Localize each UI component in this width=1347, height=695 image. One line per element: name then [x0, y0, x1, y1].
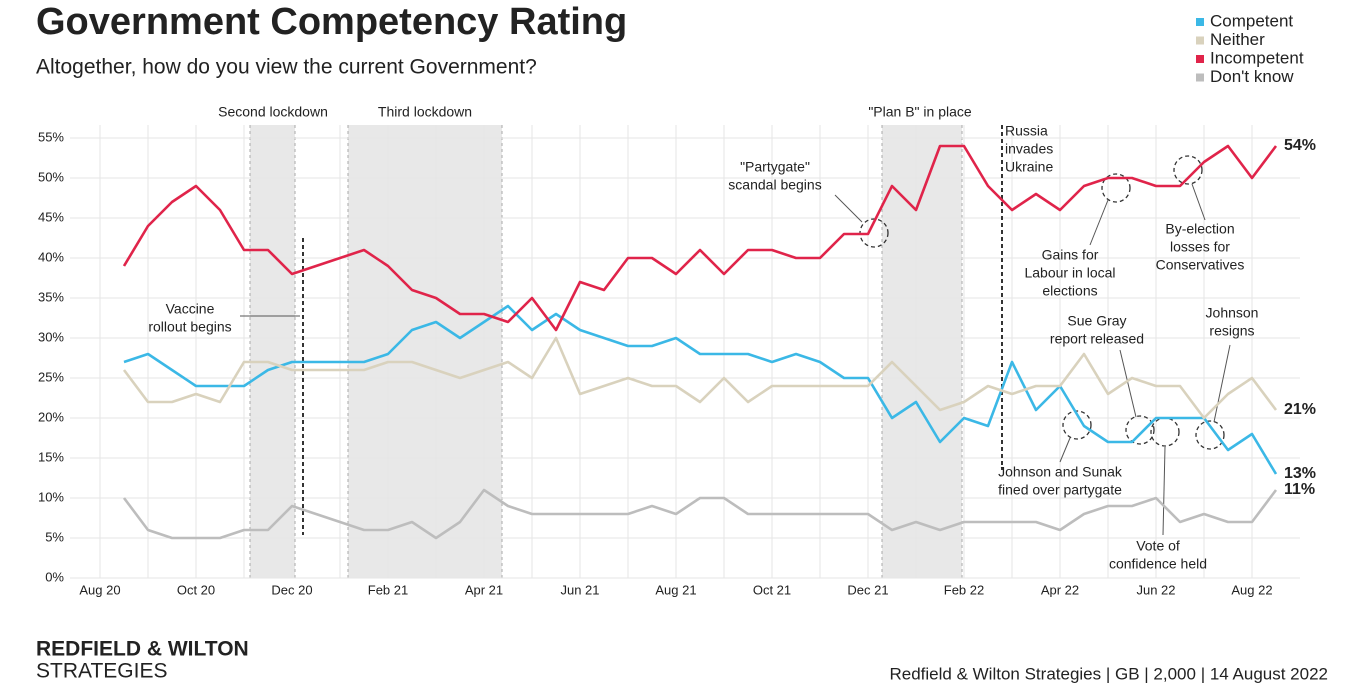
annotation: losses for: [1170, 239, 1230, 255]
annotation: Vote of: [1136, 538, 1180, 554]
legend-swatch: [1196, 73, 1204, 82]
series-line: [122, 144, 1278, 332]
x-tick-label: Feb 22: [944, 582, 984, 597]
brand-name: REDFIELD & WILTON: [36, 638, 249, 661]
shaded-period: [882, 125, 962, 578]
x-tick-label: Jun 21: [560, 582, 599, 597]
y-tick-label: 20%: [38, 409, 64, 424]
y-tick-label: 40%: [38, 249, 64, 264]
annotation: Second lockdown: [218, 104, 328, 120]
leader: [1059, 437, 1071, 463]
shaded-period: [348, 125, 502, 578]
y-tick-label: 30%: [38, 329, 64, 344]
annotation: By-election: [1165, 221, 1234, 237]
legend-swatch: [1196, 36, 1204, 45]
series-line: [122, 336, 1278, 420]
x-tick-label: Oct 21: [753, 582, 791, 597]
y-tick-label: 0%: [45, 569, 64, 584]
y-tick-label: 50%: [38, 169, 64, 184]
leader: [834, 194, 863, 223]
leader: [1213, 344, 1231, 423]
legend-label: Don't know: [1210, 67, 1294, 86]
end-label: 13%: [1284, 465, 1316, 482]
x-tick-label: Oct 20: [177, 582, 215, 597]
x-tick-label: Dec 21: [847, 582, 888, 597]
x-tick-label: Feb 21: [368, 582, 408, 597]
series-line: [123, 304, 1278, 475]
chart-title: Government Competency Rating: [36, 1, 627, 43]
legend-label: Competent: [1210, 11, 1293, 30]
end-label: 11%: [1284, 481, 1315, 498]
y-tick-label: 5%: [45, 529, 64, 544]
leader: [1191, 183, 1206, 221]
annotation: scandal begins: [728, 177, 821, 193]
annotation: Vaccine: [166, 301, 215, 317]
annotation: Ukraine: [1005, 159, 1053, 175]
leader: [1162, 446, 1166, 536]
annotation: Third lockdown: [378, 104, 472, 120]
annotation: Labour in local: [1024, 265, 1115, 281]
event-circle: [1062, 410, 1092, 440]
annotation: Johnson: [1206, 305, 1259, 321]
legend-swatch: [1196, 18, 1204, 26]
end-label: 21%: [1284, 401, 1316, 418]
annotation: report released: [1050, 331, 1144, 347]
event-circle: [1125, 415, 1155, 445]
end-label: 54%: [1284, 137, 1316, 154]
x-tick-label: Dec 20: [271, 582, 312, 597]
x-tick-label: Jun 22: [1136, 582, 1175, 597]
shaded-period: [250, 125, 295, 578]
y-tick-label: 45%: [38, 209, 64, 224]
legend-label: Neither: [1210, 30, 1265, 49]
event-circle: [1173, 155, 1203, 185]
y-tick-label: 25%: [38, 369, 64, 384]
annotation: rollout begins: [148, 319, 231, 335]
event-circle: [1150, 417, 1180, 447]
annotation: Conservatives: [1156, 257, 1245, 273]
leader: [1089, 199, 1109, 246]
x-tick-label: Aug 21: [655, 582, 696, 597]
annotation: "Plan B" in place: [868, 104, 972, 120]
legend-label: Incompetent: [1210, 48, 1304, 67]
x-tick-label: Aug 20: [79, 582, 120, 597]
annotation: fined over partygate: [998, 482, 1122, 498]
series-line: [122, 488, 1278, 540]
brand-sub: STRATEGIES: [36, 660, 167, 683]
x-tick-label: Apr 22: [1041, 582, 1079, 597]
annotation: Russia: [1005, 123, 1048, 139]
annotation: resigns: [1209, 323, 1254, 339]
annotation: invades: [1005, 141, 1053, 157]
y-tick-label: 10%: [38, 489, 64, 504]
y-tick-label: 55%: [38, 129, 64, 144]
source: Redfield & Wilton Strategies | GB | 2,00…: [889, 664, 1328, 683]
annotation: "Partygate": [740, 159, 810, 175]
x-tick-label: Apr 21: [465, 582, 503, 597]
annotation: confidence held: [1109, 556, 1207, 572]
y-tick-label: 35%: [38, 289, 64, 304]
annotation: elections: [1042, 283, 1097, 299]
y-tick-label: 15%: [38, 449, 64, 464]
annotation: Gains for: [1042, 247, 1099, 263]
legend-swatch: [1196, 55, 1204, 63]
chart-subtitle: Altogether, how do you view the current …: [36, 56, 537, 79]
annotation: Johnson and Sunak: [998, 464, 1123, 480]
event-circle: [1195, 420, 1225, 450]
leader: [1119, 349, 1137, 418]
annotation: Sue Gray: [1067, 313, 1126, 329]
x-tick-label: Aug 22: [1231, 582, 1272, 597]
event-circle: [1101, 173, 1131, 203]
